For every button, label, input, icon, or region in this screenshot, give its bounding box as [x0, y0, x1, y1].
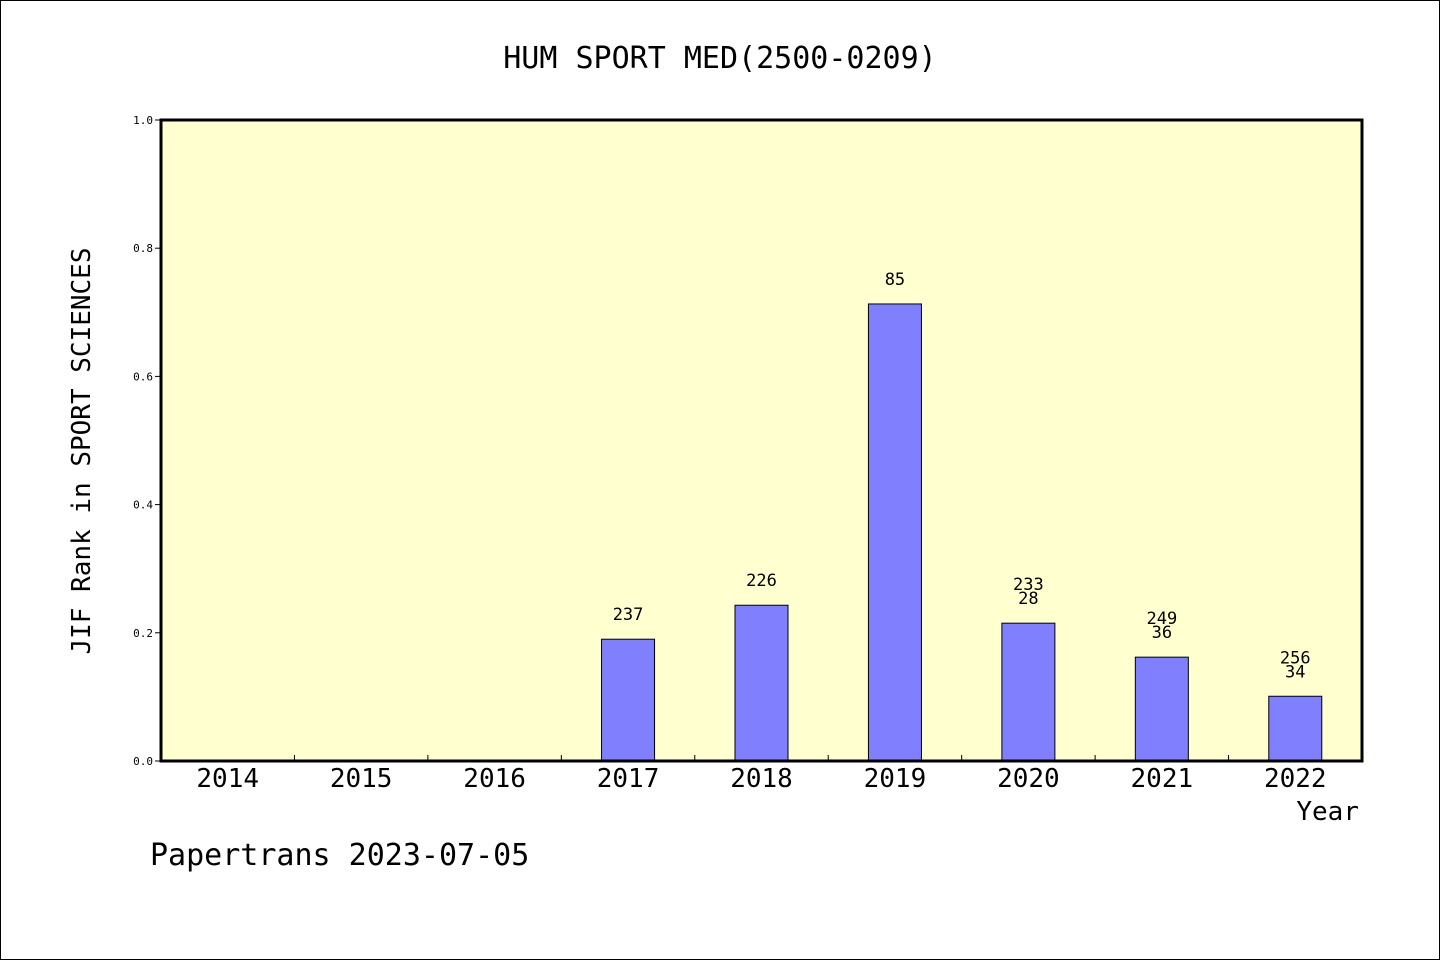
x-tick-label: 2022 — [1264, 764, 1327, 794]
x-tick-label: 2014 — [196, 764, 259, 794]
y-tick-label: 0.6 — [133, 370, 153, 383]
y-tick-label: 0.2 — [133, 627, 153, 640]
bar-data-label: 85 — [885, 270, 905, 290]
y-axis-ticks: 0.0 0.2 0.4 0.6 0.8 1.0 — [133, 114, 161, 768]
bar-2022 — [1268, 695, 1323, 762]
y-tick-label: 0.4 — [133, 499, 153, 512]
x-axis-label: Year — [1296, 797, 1359, 827]
bars-group — [601, 303, 1323, 762]
x-tick-label: 2021 — [1131, 764, 1194, 794]
bar-2018 — [734, 604, 789, 762]
chart-title: HUM SPORT MED(2500-0209) — [503, 41, 936, 76]
bar-data-label: 36 — [1152, 623, 1172, 643]
x-tick-label: 2020 — [997, 764, 1060, 794]
bar-2021 — [1134, 656, 1189, 762]
y-axis-label: JIF Rank in SPORT SCIENCES — [67, 248, 97, 655]
y-tick-label: 0.0 — [133, 755, 153, 768]
bar-data-label: 249 — [1146, 609, 1177, 629]
x-tick-label: 2017 — [597, 764, 660, 794]
x-axis-ticks: 2014 2015 2016 2017 2018 2019 2020 2021 2022 — [196, 755, 1327, 794]
x-tick-label: 2018 — [730, 764, 793, 794]
y-tick-label: 1.0 — [133, 114, 153, 127]
bar-data-label: 237 — [613, 605, 644, 625]
x-tick-label: 2016 — [463, 764, 526, 794]
bar-2020 — [1001, 622, 1056, 762]
footer-credit: Papertrans 2023-07-05 — [150, 838, 529, 873]
x-tick-label: 2019 — [864, 764, 927, 794]
bar-2017 — [601, 638, 656, 762]
bar-data-label: 28 — [1018, 589, 1038, 609]
x-tick-label: 2015 — [330, 764, 393, 794]
y-tick-label: 0.8 — [133, 242, 153, 255]
plot-border — [159, 118, 1364, 763]
bar-data-label: 233 — [1013, 575, 1044, 595]
bar-data-label: 256 — [1280, 648, 1311, 668]
bar-data-label: 34 — [1285, 662, 1305, 682]
bar-data-label: 226 — [746, 571, 777, 591]
bar-2019 — [867, 303, 922, 762]
